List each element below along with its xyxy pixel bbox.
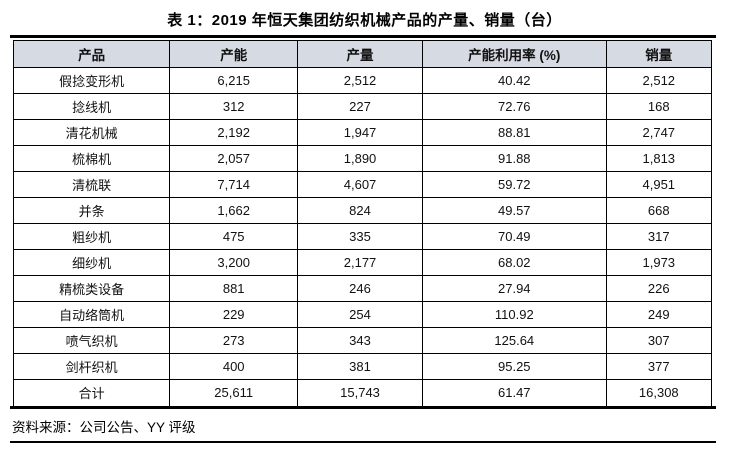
product-cell: 假捻变形机: [12, 67, 171, 94]
value-cell: 27.94: [422, 275, 607, 302]
value-cell: 312: [169, 93, 299, 120]
value-cell: 6,215: [169, 67, 299, 94]
column-header: 产能: [169, 40, 299, 68]
table-row: 精梳类设备 881 246 27.94 226: [12, 275, 713, 302]
table-title: 表 1：2019 年恒天集团纺织机械产品的产量、销量（台）: [167, 12, 562, 29]
value-cell: 273: [169, 327, 299, 354]
value-cell: 4,607: [297, 171, 423, 198]
table-bottom-rule: [10, 405, 716, 409]
value-cell: 1,813: [605, 145, 713, 172]
column-header: 销量: [605, 40, 713, 68]
value-cell: 95.25: [422, 353, 607, 380]
value-cell: 88.81: [422, 119, 607, 146]
value-cell: 61.47: [422, 379, 607, 406]
table-row: 细纱机 3,200 2,177 68.02 1,973: [12, 249, 713, 276]
table-header: 产品 产能 产量 产能利用率 (%) 销量: [12, 40, 713, 68]
product-cell: 并条: [12, 197, 171, 224]
value-cell: 1,662: [169, 197, 299, 224]
value-cell: 72.76: [422, 93, 607, 120]
table-row: 并条 1,662 824 49.57 668: [12, 197, 713, 224]
value-cell: 2,747: [605, 119, 713, 146]
value-cell: 1,947: [297, 119, 423, 146]
value-cell: 25,611: [169, 379, 299, 406]
total-row: 合计 25,611 15,743 61.47 16,308: [12, 379, 713, 406]
value-cell: 2,177: [297, 249, 423, 276]
table-row: 自动络筒机 229 254 110.92 249: [12, 301, 713, 328]
value-cell: 881: [169, 275, 299, 302]
value-cell: 377: [605, 353, 713, 380]
product-cell: 细纱机: [12, 249, 171, 276]
value-cell: 40.42: [422, 67, 607, 94]
value-cell: 227: [297, 93, 423, 120]
value-cell: 1,890: [297, 145, 423, 172]
data-table: 产品 产能 产量 产能利用率 (%) 销量 假捻变形机 6,215 2,512 40.42 2,…: [12, 40, 713, 406]
product-cell: 剑杆织机: [12, 353, 171, 380]
value-cell: 4,951: [605, 171, 713, 198]
product-cell: 合计: [12, 379, 171, 406]
value-cell: 3,200: [169, 249, 299, 276]
table-row: 梳棉机 2,057 1,890 91.88 1,813: [12, 145, 713, 172]
value-cell: 2,192: [169, 119, 299, 146]
product-cell: 清花机械: [12, 119, 171, 146]
value-cell: 400: [169, 353, 299, 380]
value-cell: 110.92: [422, 301, 607, 328]
table-row: 清花机械 2,192 1,947 88.81 2,747: [12, 119, 713, 146]
value-cell: 168: [605, 93, 713, 120]
column-header: 产能利用率 (%): [422, 40, 607, 68]
value-cell: 246: [297, 275, 423, 302]
product-cell: 捻线机: [12, 93, 171, 120]
column-header: 产品: [12, 40, 171, 68]
header-row: 产品 产能 产量 产能利用率 (%) 销量: [12, 40, 713, 68]
value-cell: 475: [169, 223, 299, 250]
product-cell: 精梳类设备: [12, 275, 171, 302]
value-cell: 254: [297, 301, 423, 328]
value-cell: 229: [169, 301, 299, 328]
table-row: 喷气织机 273 343 125.64 307: [12, 327, 713, 354]
value-cell: 91.88: [422, 145, 607, 172]
value-cell: 249: [605, 301, 713, 328]
product-cell: 自动络筒机: [12, 301, 171, 328]
table-row: 假捻变形机 6,215 2,512 40.42 2,512: [12, 67, 713, 94]
value-cell: 2,057: [169, 145, 299, 172]
value-cell: 226: [605, 275, 713, 302]
table-row: 捻线机 312 227 72.76 168: [12, 93, 713, 120]
product-cell: 喷气织机: [12, 327, 171, 354]
table-row: 剑杆织机 400 381 95.25 377: [12, 353, 713, 380]
value-cell: 16,308: [605, 379, 713, 406]
value-cell: 59.72: [422, 171, 607, 198]
value-cell: 1,973: [605, 249, 713, 276]
value-cell: 668: [605, 197, 713, 224]
table-row: 粗纱机 475 335 70.49 317: [12, 223, 713, 250]
value-cell: 824: [297, 197, 423, 224]
table-body: 假捻变形机 6,215 2,512 40.42 2,512 捻线机 312 227 72.76 1…: [12, 67, 713, 406]
table-row: 清梳联 7,714 4,607 59.72 4,951: [12, 171, 713, 198]
value-cell: 307: [605, 327, 713, 354]
value-cell: 7,714: [169, 171, 299, 198]
value-cell: 70.49: [422, 223, 607, 250]
value-cell: 381: [297, 353, 423, 380]
source-note: 资料来源：公司公告、YY 评级: [12, 419, 196, 435]
top-rule: [10, 35, 716, 38]
value-cell: 335: [297, 223, 423, 250]
value-cell: 68.02: [422, 249, 607, 276]
value-cell: 317: [605, 223, 713, 250]
value-cell: 49.57: [422, 197, 607, 224]
product-cell: 粗纱机: [12, 223, 171, 250]
column-header: 产量: [297, 40, 423, 68]
footer-rule: [10, 440, 716, 443]
value-cell: 15,743: [297, 379, 423, 406]
value-cell: 2,512: [605, 67, 713, 94]
value-cell: 125.64: [422, 327, 607, 354]
product-cell: 梳棉机: [12, 145, 171, 172]
product-cell: 清梳联: [12, 171, 171, 198]
value-cell: 2,512: [297, 67, 423, 94]
value-cell: 343: [297, 327, 423, 354]
